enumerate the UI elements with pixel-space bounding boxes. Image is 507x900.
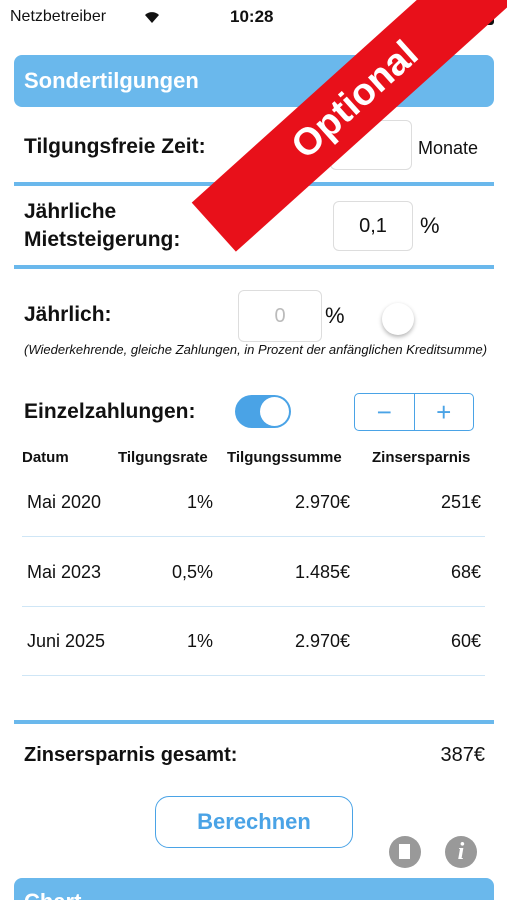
table-cell: Mai 2020 xyxy=(27,492,102,512)
section-title: Sondertilgungen xyxy=(24,68,199,93)
label: Tilgungsfreie Zeit: xyxy=(24,135,206,158)
table-cell: 0,5% xyxy=(171,561,213,582)
row-separator xyxy=(22,605,485,607)
table-cell: 1.485€ xyxy=(294,561,350,582)
table-cell: 2.970€ xyxy=(294,492,350,512)
table-cell: Mai 2023 xyxy=(27,561,102,582)
table-cell: 1% xyxy=(186,492,213,512)
total-label: Zinsersparnis gesamt: xyxy=(24,744,238,766)
label: Mietsteigerung: xyxy=(24,228,181,251)
table-cell: 2.970€ xyxy=(294,631,350,651)
wifi-icon xyxy=(145,12,159,23)
label: Einzelzahlungen: xyxy=(24,400,196,423)
stepper-plus[interactable]: + xyxy=(436,397,452,427)
column-header: Datum xyxy=(22,449,69,466)
clock: 10:28 xyxy=(230,7,274,26)
table-cell: 60€ xyxy=(450,631,481,651)
row-separator xyxy=(22,675,485,676)
next-section-header xyxy=(14,878,494,900)
stepper: − + xyxy=(354,393,474,431)
carrier: Netzbetreiber xyxy=(10,8,107,25)
toggle-off[interactable] xyxy=(382,303,414,335)
toggle-on[interactable] xyxy=(235,395,291,428)
label: Jährlich: xyxy=(24,303,112,326)
stepper-minus[interactable]: − xyxy=(355,394,415,430)
table-cell: Juni 2025 xyxy=(27,631,106,651)
unit: % xyxy=(420,213,440,238)
info-icon[interactable]: i xyxy=(445,836,477,868)
calculate-button[interactable]: Berechnen xyxy=(155,796,353,848)
column-header: Tilgungssumme xyxy=(227,449,342,466)
note: (Wiederkehrende, gleiche Zahlungen, in P… xyxy=(24,342,488,357)
table-cell: 1% xyxy=(186,631,213,651)
column-header: Tilgungsrate xyxy=(118,449,208,466)
input[interactable] xyxy=(330,120,412,170)
row-separator xyxy=(22,536,485,537)
battery xyxy=(462,10,494,25)
column-header: Zinsersparnis xyxy=(372,449,471,466)
divider xyxy=(14,720,494,724)
divider xyxy=(14,182,494,186)
table-cell: 68€ xyxy=(450,561,481,582)
table-cell: 251€ xyxy=(440,492,481,512)
unit: Monate xyxy=(418,138,479,158)
document-icon[interactable] xyxy=(389,836,421,868)
input[interactable]: 0 xyxy=(238,290,322,342)
total-value: 387€ xyxy=(440,744,486,766)
unit: % xyxy=(325,303,345,328)
input[interactable]: 0,1 xyxy=(333,201,413,251)
divider xyxy=(14,265,494,269)
next-section-title: Chart xyxy=(24,889,81,900)
label: Jährliche xyxy=(24,200,117,223)
